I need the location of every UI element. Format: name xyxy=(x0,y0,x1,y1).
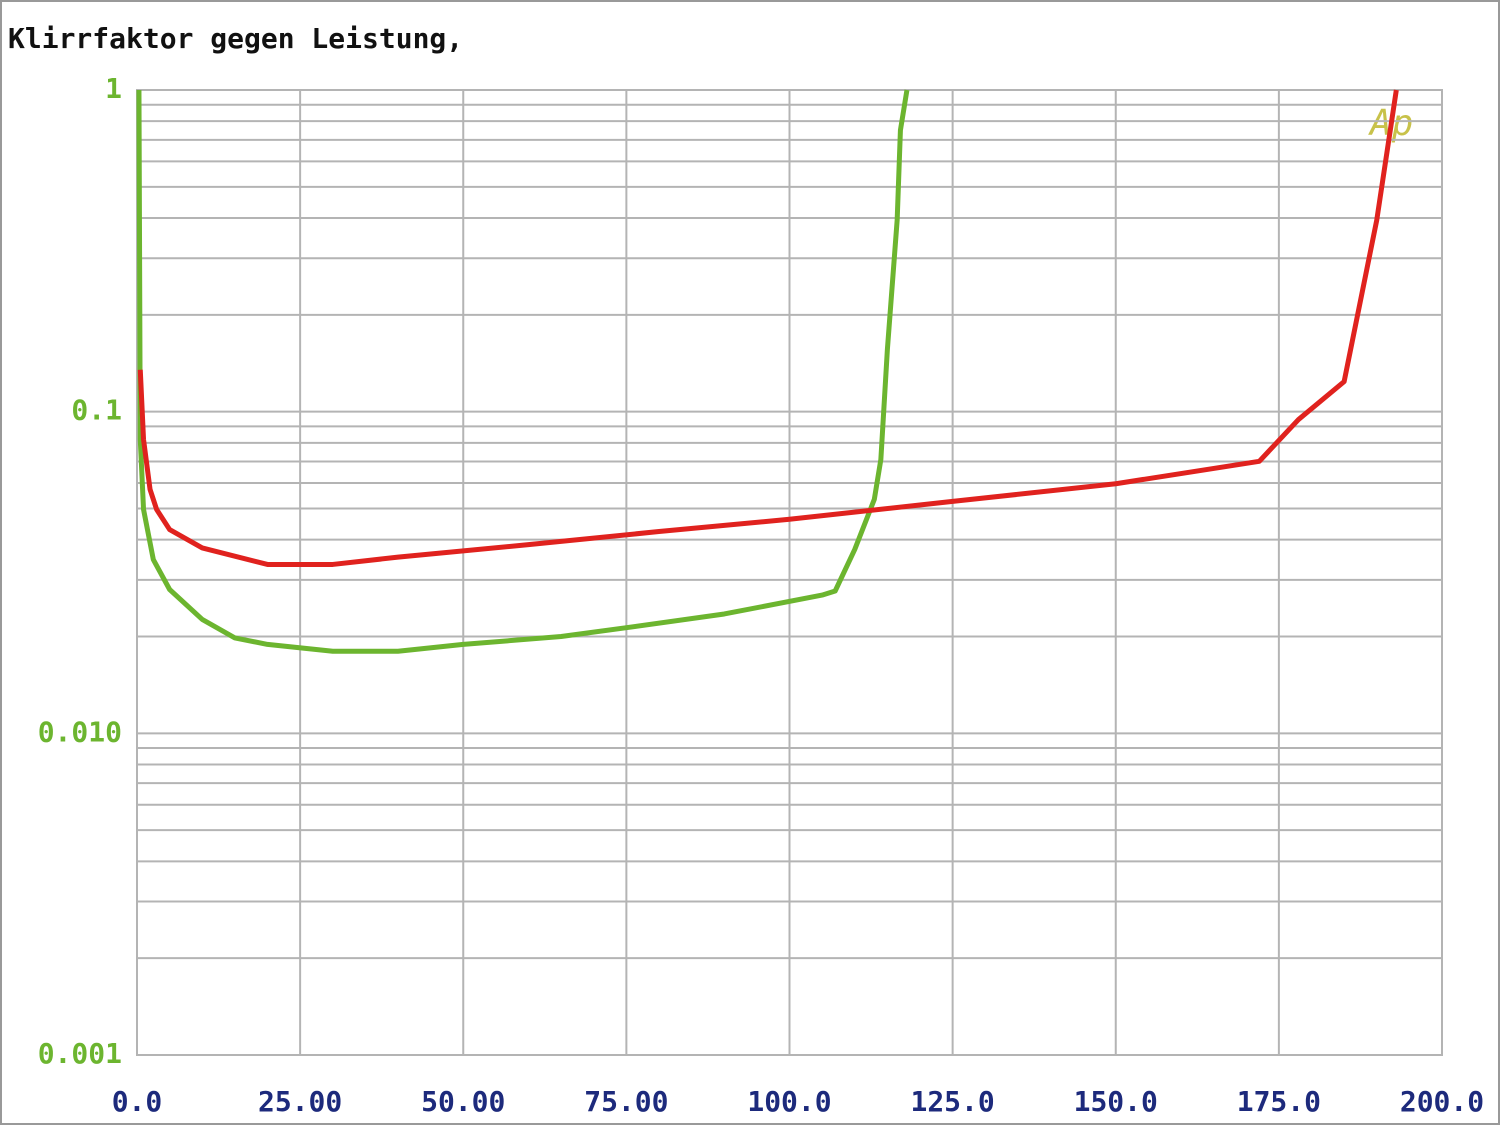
x-tick-label: 50.00 xyxy=(421,1085,505,1118)
y-tick-label: 1 xyxy=(105,72,122,105)
chart-title: Klirrfaktor gegen Leistung, xyxy=(8,22,463,55)
x-tick-label: 175.0 xyxy=(1237,1085,1321,1118)
x-tick-label: 125.0 xyxy=(910,1085,994,1118)
y-tick-label: 0.010 xyxy=(38,715,122,748)
x-tick-label: 0.0 xyxy=(112,1085,163,1118)
x-tick-label: 75.00 xyxy=(584,1085,668,1118)
x-tick-label: 150.0 xyxy=(1074,1085,1158,1118)
x-tick-label: 25.00 xyxy=(258,1085,342,1118)
plot-border xyxy=(136,89,1443,1056)
series-line xyxy=(136,89,910,654)
x-tick-label: 200.0 xyxy=(1400,1085,1484,1118)
y-tick-label: 0.1 xyxy=(71,394,122,427)
y-tick-label: 0.001 xyxy=(38,1037,122,1070)
series-line xyxy=(137,89,1399,567)
x-tick-label: 100.0 xyxy=(747,1085,831,1118)
